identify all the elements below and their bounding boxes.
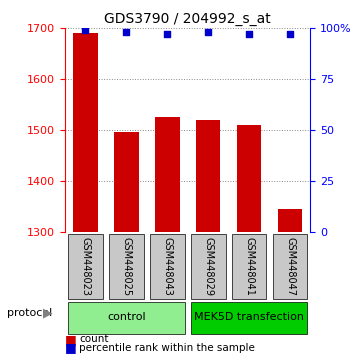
Point [83,28,88,33]
Text: GSM448025: GSM448025 [121,236,131,296]
FancyBboxPatch shape [191,302,307,335]
FancyBboxPatch shape [150,234,184,299]
Text: MEK5D transfection: MEK5D transfection [194,313,304,322]
Text: GSM448043: GSM448043 [162,237,172,296]
FancyBboxPatch shape [68,302,184,335]
Point [164,32,170,37]
Text: ▶: ▶ [43,307,53,320]
Point [246,32,252,37]
Bar [114,132,139,232]
FancyBboxPatch shape [273,234,307,299]
Text: ■: ■ [65,333,77,346]
Point [123,30,129,35]
Text: count: count [79,334,109,344]
Bar [237,125,261,232]
FancyBboxPatch shape [232,234,266,299]
Text: protocol: protocol [7,308,52,318]
Title: GDS3790 / 204992_s_at: GDS3790 / 204992_s_at [104,12,271,26]
FancyBboxPatch shape [109,234,144,299]
Bar [73,33,98,232]
Text: GSM448029: GSM448029 [203,236,213,296]
Bar [196,120,221,232]
Point [287,32,293,37]
Bar [278,209,302,232]
Text: GSM448023: GSM448023 [81,236,91,296]
FancyBboxPatch shape [68,234,103,299]
Text: ■: ■ [65,341,77,354]
Point [205,30,211,35]
Text: GSM448041: GSM448041 [244,237,254,296]
Text: percentile rank within the sample: percentile rank within the sample [79,343,255,353]
Text: control: control [107,313,145,322]
Bar [155,118,179,232]
Text: GSM448047: GSM448047 [285,236,295,296]
FancyBboxPatch shape [191,234,226,299]
